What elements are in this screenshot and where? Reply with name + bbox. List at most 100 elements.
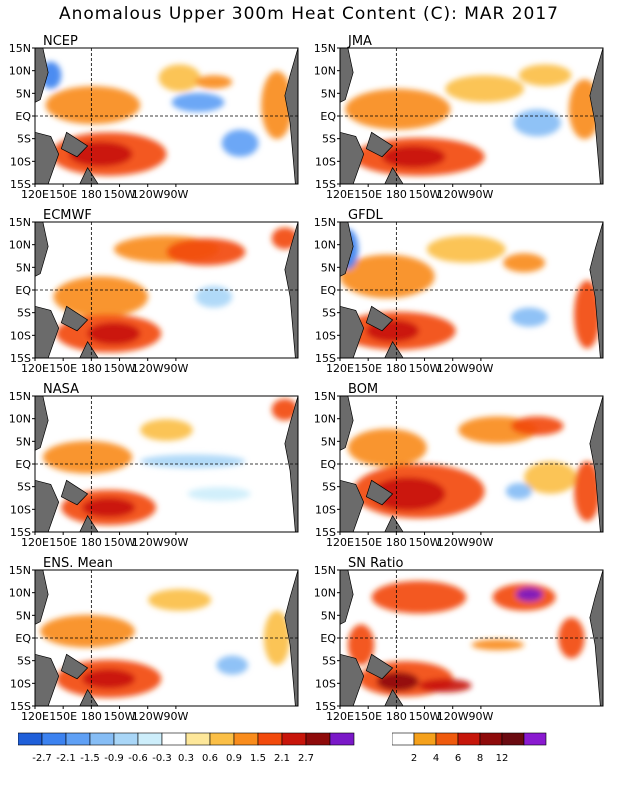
lat-tick-label: EQ — [15, 458, 31, 471]
land-mass — [340, 653, 365, 706]
land-mass — [384, 166, 404, 184]
anomaly-patch — [471, 639, 525, 651]
lon-tick-label: 120W — [132, 362, 164, 374]
land-mass — [79, 688, 99, 706]
lon-tick-label: 180 — [81, 710, 102, 722]
figure-title: Anomalous Upper 300m Heat Content (C): M… — [58, 4, 559, 24]
lat-tick-label: 10S — [10, 677, 31, 690]
lat-tick-label: 10N — [9, 65, 31, 78]
lon-tick-label: 150W — [409, 536, 441, 548]
lat-tick-label: 10S — [315, 503, 336, 516]
lon-tick-label: 90W — [468, 710, 493, 722]
anomaly-patch — [40, 614, 135, 648]
lon-tick-label: 180 — [81, 536, 102, 548]
lat-tick-label: 10N — [314, 65, 336, 78]
land-mass — [384, 340, 404, 358]
lon-tick-label: 180 — [386, 536, 407, 548]
panel-title: SN Ratio — [348, 556, 404, 571]
lon-tick-label: 180 — [81, 362, 102, 374]
colorbar-swatch — [435, 732, 459, 746]
lat-tick-label: 5S — [17, 133, 31, 146]
lon-tick-label: 150W — [104, 188, 136, 200]
lon-tick-label: 120W — [132, 536, 164, 548]
lon-tick-label: 180 — [81, 188, 102, 200]
colorbar-swatch — [392, 732, 415, 746]
anomaly-patch — [510, 416, 564, 436]
land-mass — [365, 653, 394, 680]
lon-tick-label: 150E — [49, 536, 77, 548]
lat-tick-label: 15N — [9, 216, 31, 229]
land-mass — [60, 479, 89, 506]
lat-tick-label: EQ — [320, 284, 336, 297]
lat-tick-label: 5S — [322, 655, 336, 668]
lon-tick-label: 120E — [326, 536, 354, 548]
lon-tick-label: 150W — [409, 710, 441, 722]
anomaly-patch — [82, 669, 135, 689]
lat-tick-label: 10S — [10, 329, 31, 342]
anomaly-patch — [513, 109, 561, 137]
colorbar-label: -0.9 — [104, 753, 124, 764]
lon-tick-label: 150W — [104, 362, 136, 374]
colorbar-label: -0.3 — [152, 753, 172, 764]
colorbar-label: 2.1 — [274, 753, 290, 764]
lon-tick-label: 90W — [163, 362, 188, 374]
anomaly-patch — [345, 88, 451, 130]
colorbar-label: 0.3 — [178, 753, 194, 764]
land-mass — [365, 131, 394, 158]
lat-tick-label: 15N — [314, 216, 336, 229]
lat-tick-label: 10N — [314, 239, 336, 252]
colorbar-swatch — [65, 732, 91, 746]
map-panel: SN Ratio 15N 10N 5N EQ 5S 10S 15S 120E 150E 180 150… — [305, 554, 613, 726]
anomaly-patch — [45, 86, 141, 125]
lat-tick-label: 10N — [314, 413, 336, 426]
colorbar-label: 1.5 — [250, 753, 266, 764]
colorbar-swatch — [501, 732, 525, 746]
lat-tick-label: 15S — [10, 178, 31, 191]
anomaly-patch — [510, 307, 548, 327]
lon-tick-label: 180 — [386, 362, 407, 374]
colorbar-label: -1.5 — [80, 753, 100, 764]
panel-title: BOM — [348, 382, 378, 397]
anomaly-patch — [148, 589, 212, 611]
lat-tick-label: 5N — [321, 87, 336, 100]
lon-tick-label: 150E — [354, 536, 382, 548]
lon-tick-label: 120W — [132, 188, 164, 200]
anomaly-patch — [426, 235, 506, 263]
colorbar-swatch — [479, 732, 503, 746]
anomaly-patch — [140, 454, 246, 469]
lat-tick-label: EQ — [320, 458, 336, 471]
lon-tick-label: 120E — [21, 362, 49, 374]
anomaly-patch — [347, 624, 375, 666]
land-mass — [35, 479, 60, 532]
anomaly-patch — [271, 398, 298, 421]
lon-tick-label: 90W — [163, 188, 188, 200]
colorbar-swatch — [305, 732, 331, 746]
lon-tick-label: 150E — [354, 362, 382, 374]
land-mass — [340, 570, 354, 625]
anomaly-patch — [524, 461, 577, 494]
anomaly-patch — [87, 322, 141, 345]
lon-tick-label: 90W — [468, 188, 493, 200]
lon-tick-label: 120W — [437, 188, 469, 200]
anomaly-patch — [221, 129, 259, 157]
land-mass — [365, 305, 394, 332]
panel-title: ECMWF — [43, 208, 92, 223]
land-mass — [79, 340, 99, 358]
panel-title: NCEP — [43, 34, 78, 49]
lon-tick-label: 180 — [386, 710, 407, 722]
lat-tick-label: 5S — [322, 481, 336, 494]
lat-tick-label: 5N — [16, 87, 31, 100]
lat-tick-label: 15S — [10, 700, 31, 713]
map-panel: NASA 15N 10N 5N EQ 5S 10S 15S 120E 150E 180 150W 120… — [0, 380, 308, 552]
lat-tick-label: 15S — [315, 178, 336, 191]
lat-tick-label: 15N — [314, 564, 336, 577]
lat-tick-label: 5S — [17, 307, 31, 320]
lat-tick-label: 10N — [9, 239, 31, 252]
colorbar-swatch — [257, 732, 283, 746]
lat-tick-label: 15N — [314, 42, 336, 55]
lon-tick-label: 90W — [468, 362, 493, 374]
colorbar-label: 8 — [477, 753, 483, 764]
colorbar-swatch — [209, 732, 235, 746]
